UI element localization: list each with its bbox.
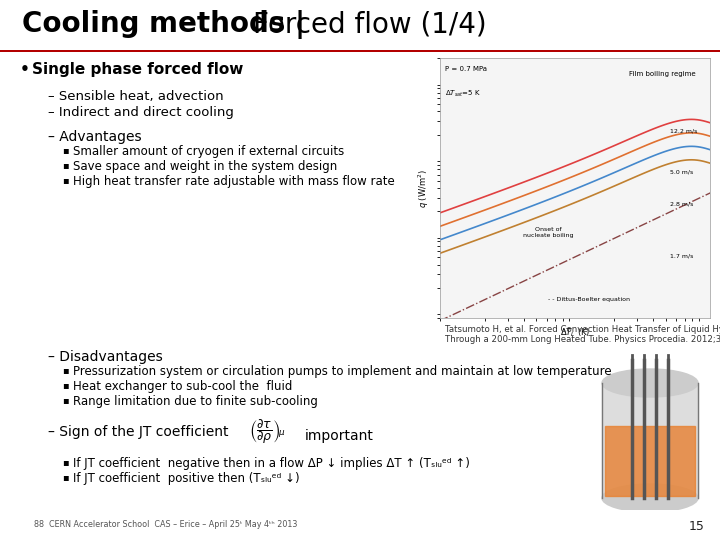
Text: P = 0.7 MPa: P = 0.7 MPa — [446, 66, 487, 72]
Text: – Advantages: – Advantages — [48, 130, 142, 144]
Text: – Sign of the JT coefficient: – Sign of the JT coefficient — [48, 425, 228, 439]
Bar — [602, 383, 698, 498]
Text: ▪: ▪ — [62, 145, 68, 155]
Text: 2.8 m/s: 2.8 m/s — [670, 201, 693, 206]
Text: ▪: ▪ — [62, 380, 68, 390]
Text: - - Dittus-Boelter equation: - - Dittus-Boelter equation — [547, 298, 629, 302]
Text: Onset of
nucleate boiling: Onset of nucleate boiling — [523, 227, 573, 238]
Text: ▪: ▪ — [62, 365, 68, 375]
Text: $\Delta T_{sat}$=5 K: $\Delta T_{sat}$=5 K — [446, 89, 482, 99]
Text: important: important — [305, 429, 374, 443]
Text: 15: 15 — [689, 520, 705, 533]
Text: Range limitation due to finite sub-cooling: Range limitation due to finite sub-cooli… — [73, 395, 318, 408]
Text: Cooling methods |: Cooling methods | — [22, 10, 315, 39]
Text: ▪: ▪ — [62, 395, 68, 405]
Text: ▪: ▪ — [62, 160, 68, 170]
Text: Tatsumoto H, et al. Forced Convection Heat Transfer of Liquid Hydrogen
Through a: Tatsumoto H, et al. Forced Convection He… — [445, 325, 720, 345]
Text: Smaller amount of cryogen if external circuits: Smaller amount of cryogen if external ci… — [73, 145, 344, 158]
Text: Pressurization system or circulation pumps to implement and maintain at low temp: Pressurization system or circulation pum… — [73, 365, 611, 378]
X-axis label: $\Delta T_L$ (K): $\Delta T_L$ (K) — [560, 327, 590, 339]
Text: Single phase forced flow: Single phase forced flow — [32, 62, 243, 77]
Y-axis label: $q$ (W/m$^2$): $q$ (W/m$^2$) — [417, 168, 431, 207]
Text: High heat transfer rate adjustable with mass flow rate: High heat transfer rate adjustable with … — [73, 175, 395, 188]
Text: 88  CERN Accelerator School  CAS – Erice – April 25ᵗ May 4ᵗʰ 2013: 88 CERN Accelerator School CAS – Erice –… — [34, 520, 297, 529]
Text: – Disadvantages: – Disadvantages — [48, 350, 163, 364]
Ellipse shape — [602, 484, 698, 512]
Text: ▪: ▪ — [62, 457, 68, 467]
Text: $\left(\dfrac{\partial\tau}{\partial\rho}\right)_{\!\mu}$: $\left(\dfrac{\partial\tau}{\partial\rho… — [249, 417, 286, 447]
Text: Forced flow (1/4): Forced flow (1/4) — [253, 10, 487, 38]
Text: If JT coefficient  negative then in a flow ΔP ↓ implies ΔT ↑ (Tₛₗᵤᵉᵈ ↑): If JT coefficient negative then in a flo… — [73, 457, 470, 470]
Text: – Sensible heat, advection: – Sensible heat, advection — [48, 90, 224, 103]
Text: 12.2 m/s: 12.2 m/s — [670, 128, 697, 133]
Text: Film boiling regime: Film boiling regime — [629, 71, 696, 77]
Text: 5.0 m/s: 5.0 m/s — [670, 170, 693, 175]
Text: – Indirect and direct cooling: – Indirect and direct cooling — [48, 106, 234, 119]
Text: Save space and weight in the system design: Save space and weight in the system desi… — [73, 160, 337, 173]
Text: •: • — [20, 62, 30, 77]
Text: ▪: ▪ — [62, 175, 68, 185]
Text: If JT coefficient  positive then (Tₛₗᵤᵉᵈ ↓): If JT coefficient positive then (Tₛₗᵤᵉᵈ … — [73, 472, 300, 485]
Text: ▪: ▪ — [62, 472, 68, 482]
Text: Heat exchanger to sub-cool the  fluid: Heat exchanger to sub-cool the fluid — [73, 380, 292, 393]
Ellipse shape — [602, 369, 698, 397]
Text: 1.7 m/s: 1.7 m/s — [670, 253, 693, 258]
Bar — [605, 426, 695, 496]
